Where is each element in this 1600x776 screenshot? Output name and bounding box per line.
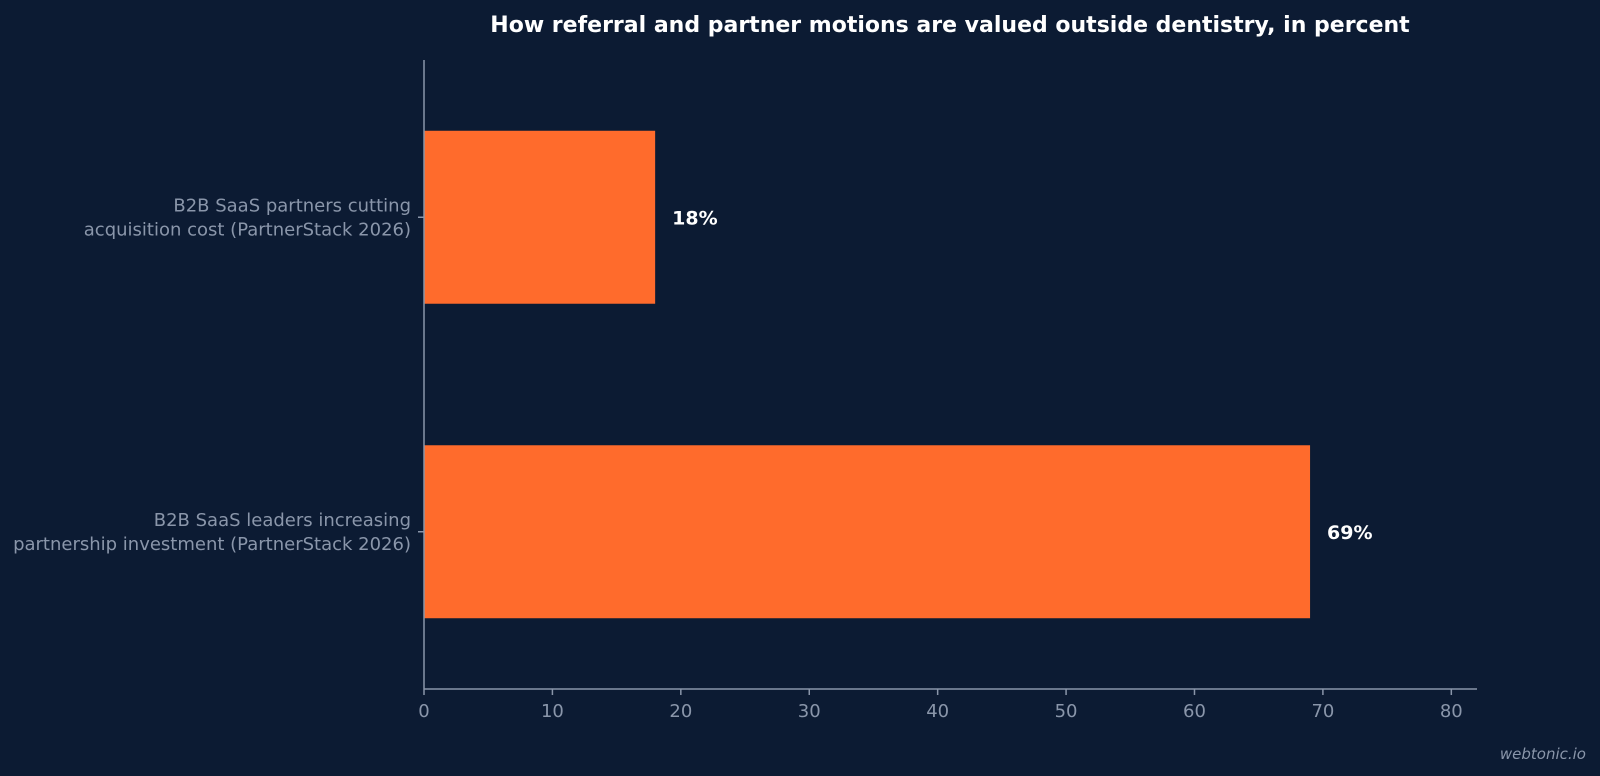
x-tick-label-1: 10	[541, 701, 564, 722]
category-label-line: acquisition cost (PartnerStack 2026)	[84, 219, 411, 240]
x-tick-label-0: 0	[418, 701, 429, 722]
watermark-text: webtonic.io	[1500, 745, 1586, 763]
category-label-1: B2B SaaS leaders increasing partnership i…	[13, 510, 411, 555]
x-tick-label-5: 50	[1055, 701, 1078, 722]
x-tick-label-3: 30	[798, 701, 821, 722]
category-label-line: partnership investment (PartnerStack 202…	[13, 534, 411, 555]
x-tick-label-8: 80	[1440, 701, 1463, 722]
x-tick-label-7: 70	[1311, 701, 1334, 722]
x-tick-label-4: 40	[926, 701, 949, 722]
x-tick-label-2: 20	[669, 701, 692, 722]
category-label-0: B2B SaaS partners cutting acquisition cos…	[84, 195, 411, 240]
data-label-1: 69%	[1327, 522, 1372, 544]
bars-layer: 18% B2B SaaS partners cutting acquisition …	[13, 130, 1373, 619]
category-label-line: B2B SaaS leaders increasing	[154, 510, 411, 531]
axes-layer: 0 10 20 30 40 50 60 70 80	[418, 60, 1477, 722]
data-label-0: 18%	[672, 207, 717, 229]
chart-title: How referral and partner motions are val…	[490, 13, 1410, 38]
category-label-line: B2B SaaS partners cutting	[173, 195, 411, 216]
x-tick-label-6: 60	[1183, 701, 1206, 722]
bar-0	[424, 130, 656, 304]
bar-1	[424, 445, 1311, 619]
